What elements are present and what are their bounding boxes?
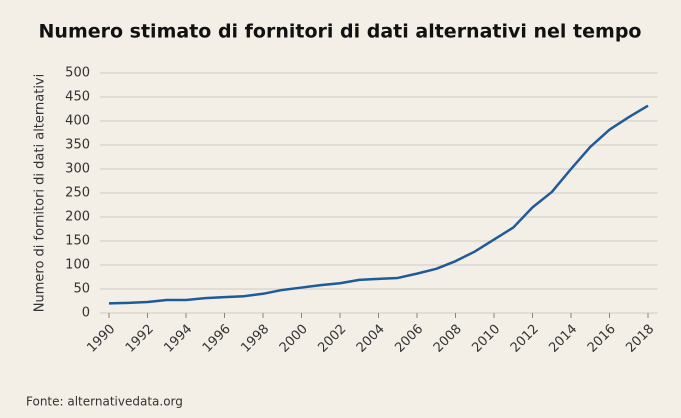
y-tick-label: 300	[65, 162, 90, 177]
source: Fonte: alternativedata.org	[26, 395, 183, 409]
y-tick-label: 100	[65, 258, 90, 273]
y-tick-label: 450	[65, 90, 90, 105]
line	[108, 104, 649, 305]
y-tick-label: 0	[82, 306, 90, 321]
y-axis-label: Numero di fornitori di dati alternativi	[33, 74, 48, 312]
y-tick-label: 400	[65, 114, 90, 129]
chart-title: Numero stimato di fornitori di dati alte…	[39, 21, 642, 43]
y-tick-label: 350	[65, 138, 90, 153]
y-tick-label: 500	[65, 66, 90, 81]
y-tick-label: 250	[65, 186, 90, 201]
y-tick-label: 200	[65, 210, 90, 225]
y-tick-label: 50	[73, 282, 90, 297]
y-tick-label: 150	[65, 234, 90, 249]
